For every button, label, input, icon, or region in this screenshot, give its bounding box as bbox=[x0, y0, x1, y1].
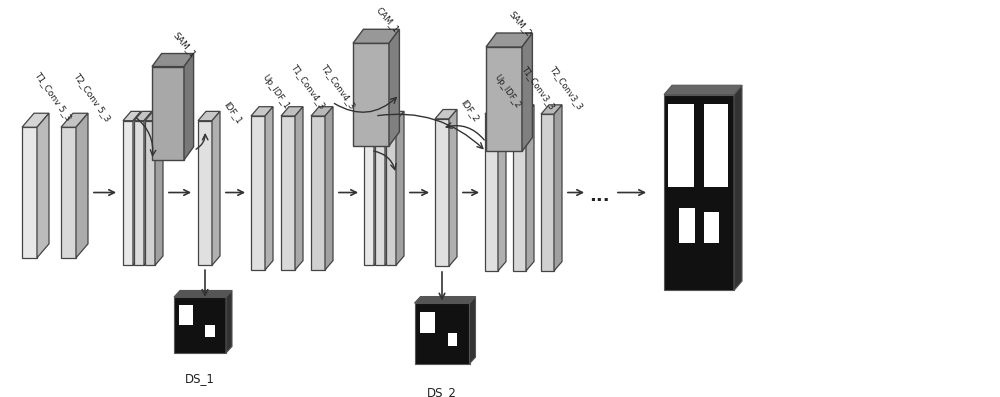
Polygon shape bbox=[123, 112, 141, 121]
Text: DS_2: DS_2 bbox=[427, 385, 457, 397]
Polygon shape bbox=[554, 105, 562, 271]
Polygon shape bbox=[152, 54, 194, 67]
Polygon shape bbox=[374, 112, 382, 265]
Polygon shape bbox=[386, 121, 396, 265]
Text: 变化检测结果图: 变化检测结果图 bbox=[744, 172, 764, 214]
Polygon shape bbox=[311, 116, 325, 270]
Polygon shape bbox=[448, 333, 457, 346]
Polygon shape bbox=[385, 112, 393, 265]
Polygon shape bbox=[22, 113, 49, 127]
Polygon shape bbox=[61, 113, 88, 127]
Polygon shape bbox=[133, 112, 141, 265]
Polygon shape bbox=[415, 303, 470, 364]
Polygon shape bbox=[679, 208, 695, 243]
Polygon shape bbox=[37, 113, 49, 258]
Polygon shape bbox=[251, 116, 265, 270]
Polygon shape bbox=[212, 112, 220, 265]
Polygon shape bbox=[470, 297, 476, 364]
Polygon shape bbox=[134, 112, 152, 121]
Polygon shape bbox=[226, 291, 232, 353]
Text: Up_IDF_1: Up_IDF_1 bbox=[260, 73, 290, 112]
Polygon shape bbox=[449, 110, 457, 266]
Text: Up_IDF_2: Up_IDF_2 bbox=[492, 73, 522, 110]
Polygon shape bbox=[513, 105, 534, 114]
Polygon shape bbox=[386, 112, 404, 121]
Polygon shape bbox=[295, 107, 303, 270]
Polygon shape bbox=[435, 110, 457, 119]
Text: ...: ... bbox=[589, 187, 609, 205]
Polygon shape bbox=[541, 114, 554, 271]
Polygon shape bbox=[152, 67, 184, 160]
Text: T1_Conv3_3: T1_Conv3_3 bbox=[520, 64, 557, 110]
Polygon shape bbox=[375, 121, 385, 265]
Polygon shape bbox=[281, 107, 303, 116]
Polygon shape bbox=[353, 29, 399, 43]
Text: IDF_1: IDF_1 bbox=[222, 100, 244, 125]
Polygon shape bbox=[174, 297, 226, 353]
Polygon shape bbox=[420, 312, 435, 333]
Polygon shape bbox=[198, 112, 220, 121]
Polygon shape bbox=[485, 105, 506, 114]
Polygon shape bbox=[375, 112, 393, 121]
Polygon shape bbox=[498, 105, 506, 271]
Polygon shape bbox=[353, 43, 389, 146]
Polygon shape bbox=[522, 33, 532, 152]
Polygon shape bbox=[155, 112, 163, 265]
Polygon shape bbox=[184, 54, 194, 160]
Polygon shape bbox=[205, 325, 215, 337]
Polygon shape bbox=[415, 297, 476, 303]
Polygon shape bbox=[486, 33, 532, 47]
Text: IDF_2: IDF_2 bbox=[459, 98, 481, 123]
Polygon shape bbox=[485, 114, 498, 271]
Polygon shape bbox=[526, 105, 534, 271]
Polygon shape bbox=[704, 212, 719, 243]
Polygon shape bbox=[325, 107, 333, 270]
Polygon shape bbox=[364, 112, 382, 121]
Polygon shape bbox=[134, 121, 144, 265]
Polygon shape bbox=[541, 105, 562, 114]
Text: CAM_1: CAM_1 bbox=[374, 5, 400, 34]
Polygon shape bbox=[311, 107, 333, 116]
Text: T2_Conv3_3: T2_Conv3_3 bbox=[548, 64, 585, 110]
Polygon shape bbox=[265, 107, 273, 270]
Polygon shape bbox=[668, 104, 694, 187]
Polygon shape bbox=[145, 112, 163, 121]
Polygon shape bbox=[513, 114, 526, 271]
Polygon shape bbox=[179, 305, 193, 325]
Polygon shape bbox=[664, 94, 734, 291]
Polygon shape bbox=[364, 121, 374, 265]
Polygon shape bbox=[734, 85, 742, 291]
Text: T2_Conv4_3: T2_Conv4_3 bbox=[320, 63, 357, 112]
Text: SAM_2: SAM_2 bbox=[507, 9, 533, 38]
Polygon shape bbox=[251, 107, 273, 116]
Polygon shape bbox=[281, 116, 295, 270]
Text: SAM_1: SAM_1 bbox=[171, 30, 197, 59]
Polygon shape bbox=[61, 127, 76, 258]
Polygon shape bbox=[145, 121, 155, 265]
Polygon shape bbox=[144, 112, 152, 265]
Polygon shape bbox=[198, 121, 212, 265]
Polygon shape bbox=[174, 291, 232, 297]
Text: T1_Conv 5_3: T1_Conv 5_3 bbox=[33, 70, 73, 123]
Text: T1_Conv4_3: T1_Conv4_3 bbox=[290, 63, 327, 112]
Polygon shape bbox=[486, 47, 522, 152]
Polygon shape bbox=[704, 104, 728, 187]
Text: T2_Conv 5_3: T2_Conv 5_3 bbox=[72, 71, 112, 123]
Polygon shape bbox=[76, 113, 88, 258]
Polygon shape bbox=[396, 112, 404, 265]
Polygon shape bbox=[389, 29, 399, 146]
Text: DS_1: DS_1 bbox=[185, 372, 215, 385]
Polygon shape bbox=[123, 121, 133, 265]
Polygon shape bbox=[22, 127, 37, 258]
Polygon shape bbox=[435, 119, 449, 266]
Polygon shape bbox=[664, 85, 742, 94]
